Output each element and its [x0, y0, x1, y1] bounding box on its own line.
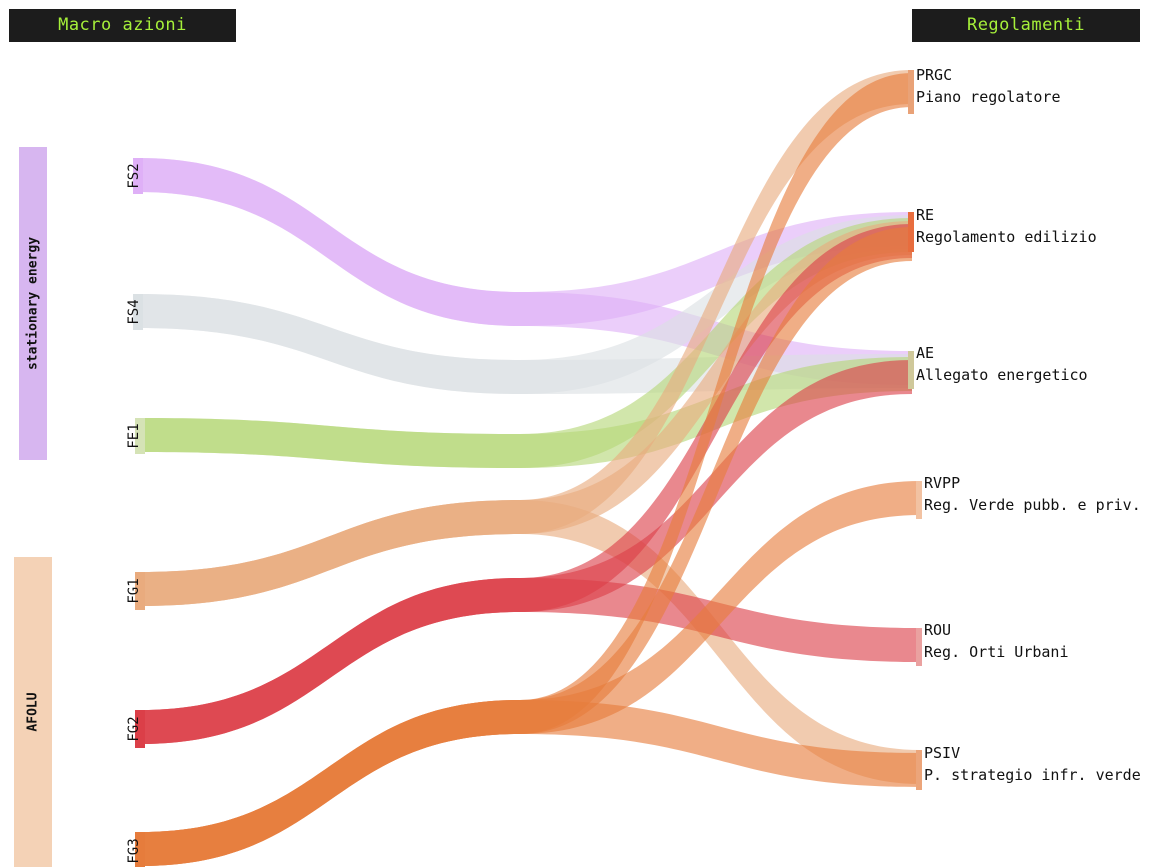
group-label-stationary: stationary energy	[26, 237, 41, 370]
target-node-rvpp	[916, 481, 922, 519]
source-node-fe1	[135, 418, 145, 454]
target-node-re	[908, 212, 914, 252]
target-node-rou	[916, 628, 922, 666]
source-label-fg3: FG3	[126, 838, 142, 863]
target-node-psiv	[916, 750, 922, 790]
group-bar-stationary	[19, 147, 47, 460]
group-bars: stationary energy AFOLU	[14, 147, 52, 867]
target-name-rou: Reg. Orti Urbani	[924, 643, 1069, 661]
header-regolamenti: Regolamenti	[912, 9, 1140, 42]
flow-fg2-to-rou	[140, 578, 920, 744]
source-node-fg2	[135, 710, 145, 748]
flow-fg3-to-psiv	[140, 700, 920, 866]
target-code-psiv: PSIV	[924, 744, 960, 762]
target-code-rvpp: RVPP	[924, 474, 960, 492]
group-label-afolu: AFOLU	[26, 692, 41, 731]
group-bar-afolu	[14, 557, 52, 867]
source-label-fg2: FG2	[126, 716, 142, 741]
source-node-fg1	[135, 572, 145, 610]
target-code-prgc: PRGC	[916, 66, 952, 84]
source-node-fs2	[133, 158, 143, 194]
source-node-fg3	[135, 832, 145, 867]
target-name-ae: Allegato energetico	[916, 366, 1088, 384]
source-label-fg1: FG1	[126, 578, 142, 603]
source-label-fs2: FS2	[126, 163, 142, 188]
source-label-fs4: FS4	[126, 299, 142, 324]
target-node-prgc	[908, 70, 914, 114]
target-nodes: PRGC Piano regolatore RE Regolamento ediliz…	[908, 66, 1141, 790]
target-code-ae: AE	[916, 344, 934, 362]
target-name-re: Regolamento edilizio	[916, 228, 1097, 246]
target-code-re: RE	[916, 206, 934, 224]
source-node-fs4	[133, 294, 143, 330]
flow-fe1-to-ae	[140, 357, 912, 468]
source-nodes: FS2 FS4 FE1 FG1 FG2 FG3	[126, 158, 145, 867]
target-name-rvpp: Reg. Verde pubb. e priv.	[924, 496, 1141, 514]
flow-links	[138, 70, 920, 866]
header-macro-azioni: Macro azioni	[9, 9, 236, 42]
target-node-ae	[908, 351, 914, 389]
source-label-fe1: FE1	[126, 423, 142, 448]
target-code-rou: ROU	[924, 621, 951, 639]
target-name-prgc: Piano regolatore	[916, 88, 1061, 106]
target-name-psiv: P. strategio infr. verde	[924, 766, 1141, 784]
flow-fg3-to-rvpp	[140, 481, 920, 866]
